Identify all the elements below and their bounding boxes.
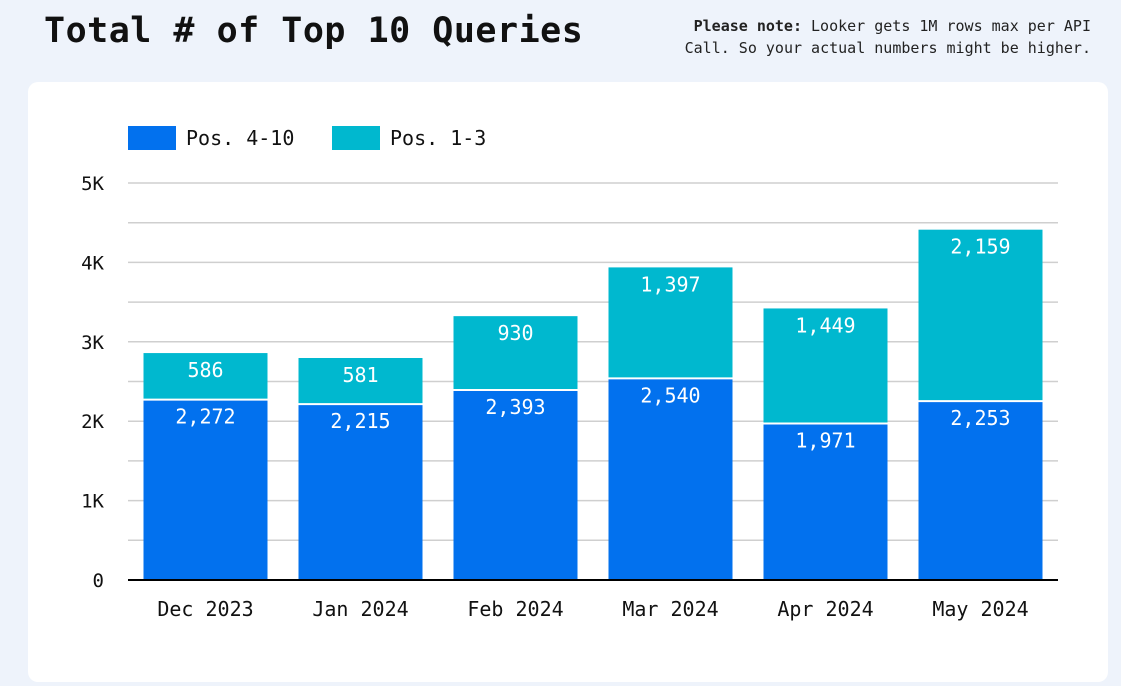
bar-segment (298, 357, 423, 405)
data-label: 586 (187, 358, 223, 382)
y-tick-label: 2K (81, 411, 104, 433)
data-label: 2,272 (175, 405, 235, 429)
chart-card: 0 1K 2K 3K 4K 5K Pos. 4-10 Pos. 1-3 2,272 586 Dec … (28, 82, 1108, 682)
x-tick-label: Apr 2024 (777, 597, 873, 621)
api-note: Please note: Looker gets 1M rows max per… (661, 15, 1091, 59)
legend-label: Pos. 4-10 (186, 126, 294, 150)
y-tick-label: 5K (81, 173, 104, 195)
x-tick-label: Feb 2024 (467, 597, 563, 621)
y-tick-label: 3K (81, 332, 104, 354)
api-note-line-1: Please note: Looker gets 1M rows max per… (661, 15, 1091, 37)
api-note-label: Please note: (693, 17, 802, 35)
data-label: 581 (342, 363, 378, 387)
bar-segment (608, 378, 733, 580)
legend-swatch (128, 126, 176, 150)
data-label: 1,971 (795, 429, 855, 453)
y-tick-label: 4K (81, 252, 104, 274)
data-label: 2,393 (485, 395, 545, 419)
bar-segment (453, 316, 578, 390)
data-label: 1,397 (640, 272, 700, 296)
data-label: 2,215 (330, 409, 390, 433)
api-note-text-1: Looker gets 1M rows max per API (811, 17, 1091, 35)
bar-segment (763, 423, 888, 580)
y-tick-label: 1K (81, 491, 104, 513)
bar-segment (143, 399, 268, 580)
bar-segment (608, 267, 733, 379)
bar-segment (143, 353, 268, 400)
data-label: 2,540 (640, 383, 700, 407)
data-label: 2,159 (950, 235, 1010, 259)
data-label: 1,449 (795, 313, 855, 337)
bar-segment (763, 308, 888, 424)
y-tick-label: 0 (93, 570, 104, 592)
x-tick-label: Dec 2023 (157, 597, 253, 621)
bar-segment (918, 229, 1043, 402)
data-label: 930 (497, 321, 533, 345)
bar-segment (453, 389, 578, 580)
header: Total # of Top 10 Queries Please note: L… (0, 0, 1121, 80)
x-tick-label: Mar 2024 (622, 597, 718, 621)
page-title: Total # of Top 10 Queries (44, 11, 584, 51)
x-tick-label: Jan 2024 (312, 597, 408, 621)
bar-segment (918, 401, 1043, 580)
api-note-text-2: Call. So your actual numbers might be hi… (684, 39, 1091, 57)
stacked-bar-chart: 0 1K 2K 3K 4K 5K Pos. 4-10 Pos. 1-3 2,272 586 Dec … (81, 126, 1058, 621)
legend-swatch (332, 126, 380, 150)
x-tick-label: May 2024 (932, 597, 1028, 621)
legend-label: Pos. 1-3 (390, 126, 486, 150)
data-label: 2,253 (950, 406, 1010, 430)
bar-segment (298, 404, 423, 580)
